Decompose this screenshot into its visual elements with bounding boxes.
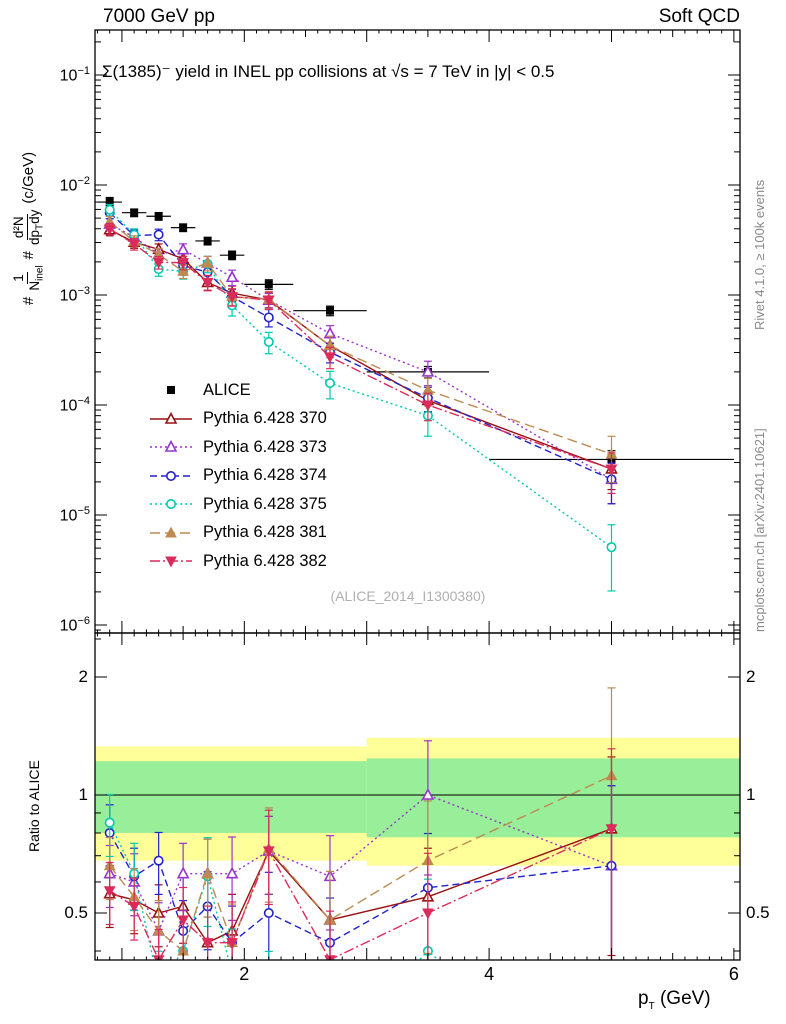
legend-label: Pythia 6.428 381 — [203, 523, 327, 542]
plot-title: Σ(1385)⁻ yield in INEL pp collisions at … — [102, 62, 555, 81]
rivet-version-label: Rivet 4.1.0, ≥ 100k events — [752, 179, 767, 330]
ytick-label-ratio-right: 1 — [746, 785, 756, 804]
ytick-label-top: 10−4 — [59, 395, 90, 415]
ytick-label-ratio-right: 0.5 — [746, 903, 770, 922]
legend-label: Pythia 6.428 373 — [203, 437, 327, 456]
analysis-watermark: (ALICE_2014_I1300380) — [330, 588, 486, 604]
ytick-label-top: 10−5 — [59, 505, 90, 525]
legend-marker-triangle-up-filled — [150, 526, 192, 538]
legend-item-pythia-6.428-374: Pythia 6.428 374 — [148, 462, 327, 491]
legend-label: Pythia 6.428 370 — [203, 409, 327, 428]
mcplots-reference-label: mcplots.cern.ch [arXiv:2401.10621] — [752, 428, 767, 632]
ytick-label-ratio-left: 1 — [78, 785, 88, 804]
legend-item-pythia-6.428-375: Pythia 6.428 375 — [148, 490, 327, 519]
ytick-label-ratio-left: 2 — [78, 666, 88, 686]
legend: ALICE Pythia 6.428 370 Pythia 6.428 373 Pyt… — [148, 376, 327, 576]
legend-marker-square-filled — [167, 386, 175, 395]
xtick-label: 2 — [239, 964, 250, 984]
legend-marker-triangle-down-filled — [150, 556, 192, 568]
ytick-label-top: 10−1 — [59, 65, 90, 85]
legend-item-pythia-6.428-373: Pythia 6.428 373 — [148, 433, 327, 462]
legend-marker-triangle-up-open — [150, 411, 192, 424]
uncertainty-band — [95, 761, 367, 833]
ratio-panel-frame — [94, 632, 741, 961]
ytick-label-top: 10−3 — [59, 285, 90, 305]
legend-item-pythia-6.428-382: Pythia 6.428 382 — [148, 547, 327, 576]
legend-label: Pythia 6.428 375 — [203, 494, 327, 513]
legend-label: Pythia 6.428 374 — [203, 466, 327, 485]
legend-label: Pythia 6.428 382 — [203, 551, 327, 570]
xaxis-label: pT (GeV) — [638, 988, 711, 1012]
yaxis-label-top: # 1 Ninel # d²N dpTdy (c/GeV) — [11, 151, 46, 305]
ylabel-unit: (c/GeV) — [20, 151, 38, 204]
ylabel-hash2: # — [20, 250, 38, 260]
series-ratio-pythia-6.428-382 — [103, 748, 618, 960]
xtick-label: 4 — [484, 964, 495, 984]
series-top-pythia-6.428-382 — [103, 222, 618, 494]
legend-item-pythia-6.428-370: Pythia 6.428 370 — [148, 405, 327, 434]
ytick-label-top: 10−2 — [59, 175, 90, 195]
legend-marker-triangle-up-open — [150, 440, 192, 453]
yaxis-label-ratio: Ratio to ALICE — [26, 760, 42, 852]
ylabel-hash1: # — [20, 296, 38, 305]
ytick-label-ratio-right: 2 — [746, 666, 756, 686]
legend-item-pythia-6.428-381: Pythia 6.428 381 — [148, 519, 327, 548]
ytick-label-top: 10−6 — [59, 615, 90, 635]
xtick-label: 6 — [728, 964, 739, 984]
beam-energy-label: 7000 GeV pp — [103, 6, 215, 27]
ylabel-frac-1: 1 Ninel — [11, 265, 46, 291]
legend-label: ALICE — [203, 380, 251, 399]
process-group-label: Soft QCD — [658, 6, 740, 27]
legend-marker-circle-open — [150, 470, 192, 481]
legend-item-alice: ALICE — [148, 376, 327, 405]
ylabel-frac-2: d²N dpTdy — [11, 209, 46, 245]
ytick-label-ratio-left: 0.5 — [64, 903, 88, 922]
legend-marker-circle-open — [150, 499, 192, 510]
